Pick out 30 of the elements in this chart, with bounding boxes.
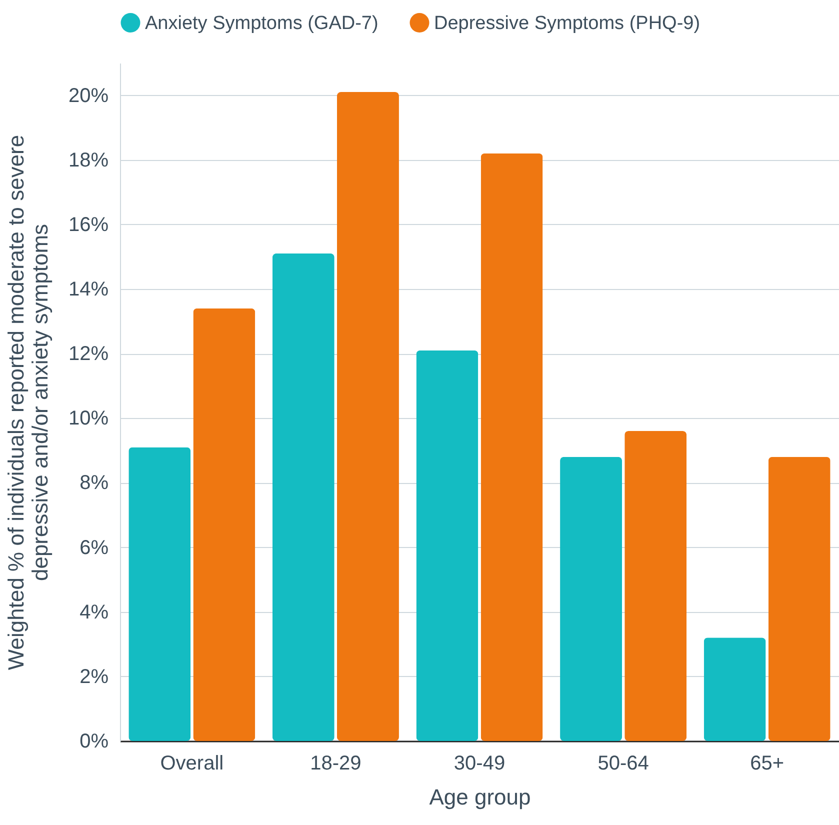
bar	[193, 308, 256, 741]
bar	[272, 253, 334, 741]
x-tick-label: 50-64	[598, 752, 649, 774]
y-tick-label: 6%	[80, 536, 109, 559]
x-tick-label: 18-29	[310, 752, 362, 774]
y-tick-label: 4%	[80, 601, 109, 624]
bar	[128, 447, 191, 741]
x-tick-label: 30-49	[454, 752, 506, 774]
bar	[624, 431, 687, 741]
bar	[560, 456, 622, 741]
bar	[336, 92, 399, 741]
y-tick-label: 0%	[80, 730, 109, 752]
x-axis-title: Age group	[429, 784, 531, 810]
x-tick-label: 65+	[750, 752, 784, 774]
bar	[704, 638, 766, 741]
y-axis-title: Weighted % of individuals reported moderate to severe depressive and/or anxiety symptoms	[3, 134, 52, 670]
legend-label: Depressive Symptoms (PHQ-9)	[434, 12, 700, 34]
bar	[768, 456, 830, 741]
y-tick-label: 14%	[68, 278, 109, 300]
bar	[416, 350, 478, 741]
y-tick-label: 12%	[68, 343, 109, 366]
y-tick-label: 8%	[80, 472, 109, 494]
y-tick-label: 2%	[80, 666, 109, 688]
legend-label: Anxiety Symptoms (GAD-7)	[145, 12, 378, 34]
y-tick-label: 20%	[68, 84, 109, 107]
y-tick-label: 16%	[68, 214, 109, 236]
y-tick-label: 10%	[68, 408, 109, 430]
bar	[480, 153, 543, 741]
y-tick-label: 18%	[68, 149, 109, 172]
x-tick-label: Overall	[160, 752, 224, 774]
